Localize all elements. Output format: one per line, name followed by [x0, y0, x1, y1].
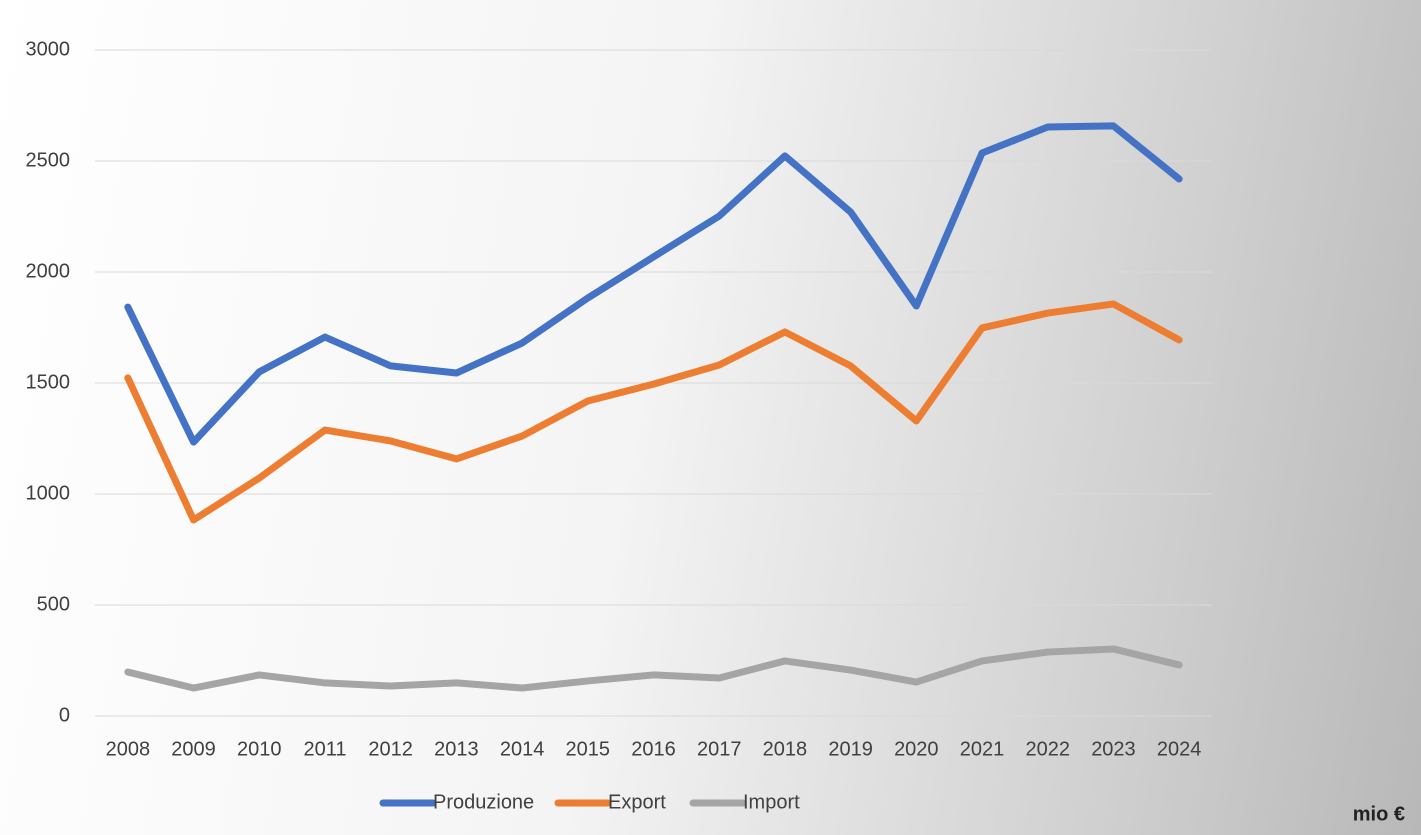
y-tick-label: 1000	[26, 482, 71, 504]
legend-label: Export	[608, 791, 666, 813]
x-tick-label: 2009	[171, 738, 216, 760]
x-tick-label: 2023	[1091, 738, 1136, 760]
y-tick-label: 500	[37, 593, 70, 615]
x-tick-label: 2013	[434, 738, 479, 760]
y-tick-label: 1500	[26, 371, 71, 393]
y-tick-label: 0	[59, 704, 70, 726]
y-tick-label: 2500	[26, 149, 71, 171]
series-line	[128, 649, 1179, 688]
x-tick-label: 2022	[1025, 738, 1070, 760]
y-tick-label: 3000	[26, 38, 71, 60]
legend-label: Import	[743, 791, 800, 813]
x-tick-label: 2015	[566, 738, 611, 760]
series-line	[128, 304, 1179, 520]
x-tick-label: 2021	[960, 738, 1005, 760]
series-line	[128, 126, 1179, 442]
x-tick-label: 2008	[106, 738, 151, 760]
x-tick-label: 2014	[500, 738, 545, 760]
x-tick-label: 2020	[894, 738, 939, 760]
x-tick-label: 2019	[828, 738, 873, 760]
x-tick-label: 2016	[631, 738, 676, 760]
x-tick-label: 2024	[1157, 738, 1202, 760]
x-tick-label: 2018	[763, 738, 808, 760]
x-tick-label: 2011	[303, 738, 346, 760]
x-tick-label: 2012	[368, 738, 413, 760]
legend-label: Produzione	[433, 791, 534, 813]
x-tick-label: 2017	[697, 738, 742, 760]
chart: mio € 0 500 1000 1500 2000 2500 3000 2008 2009 20…	[0, 0, 1421, 835]
x-tick-label: 2010	[237, 738, 282, 760]
y-tick-label: 2000	[26, 260, 71, 282]
unit-note: mio €	[1353, 803, 1405, 825]
